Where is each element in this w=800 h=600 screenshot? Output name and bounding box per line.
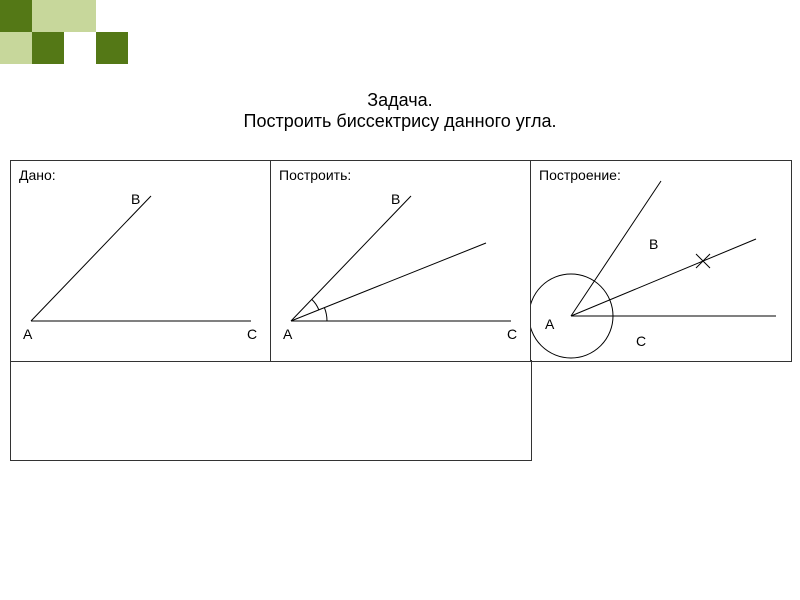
col-construction: Построение: A B C xyxy=(531,161,791,361)
decor-square xyxy=(32,32,64,64)
label-B: B xyxy=(391,191,400,207)
label-C: C xyxy=(636,333,646,349)
col-build: Построить: A B C xyxy=(271,161,531,361)
col-given: Дано: A B C xyxy=(11,161,271,361)
diagram-construction xyxy=(531,161,791,361)
decor-square xyxy=(0,32,32,64)
diagram-given xyxy=(11,161,271,361)
diagram-build xyxy=(271,161,531,361)
decor-square xyxy=(96,32,128,64)
label-A: A xyxy=(23,326,32,342)
label-A: A xyxy=(283,326,292,342)
decor-square xyxy=(64,32,96,64)
label-C: C xyxy=(507,326,517,342)
title-block: Задача. Построить биссектрису данного уг… xyxy=(0,90,800,132)
label-B: B xyxy=(131,191,140,207)
table-bottom-row xyxy=(10,360,532,461)
decor-square xyxy=(64,0,96,32)
label-B: B xyxy=(649,236,658,252)
decor-square xyxy=(32,0,64,32)
label-C: C xyxy=(247,326,257,342)
task-table: Дано: A B C Построить: A B C Построение:… xyxy=(10,160,792,362)
decor-square xyxy=(0,0,32,32)
title-line-2: Построить биссектрису данного угла. xyxy=(0,111,800,132)
label-A: A xyxy=(545,316,554,332)
title-line-1: Задача. xyxy=(0,90,800,111)
